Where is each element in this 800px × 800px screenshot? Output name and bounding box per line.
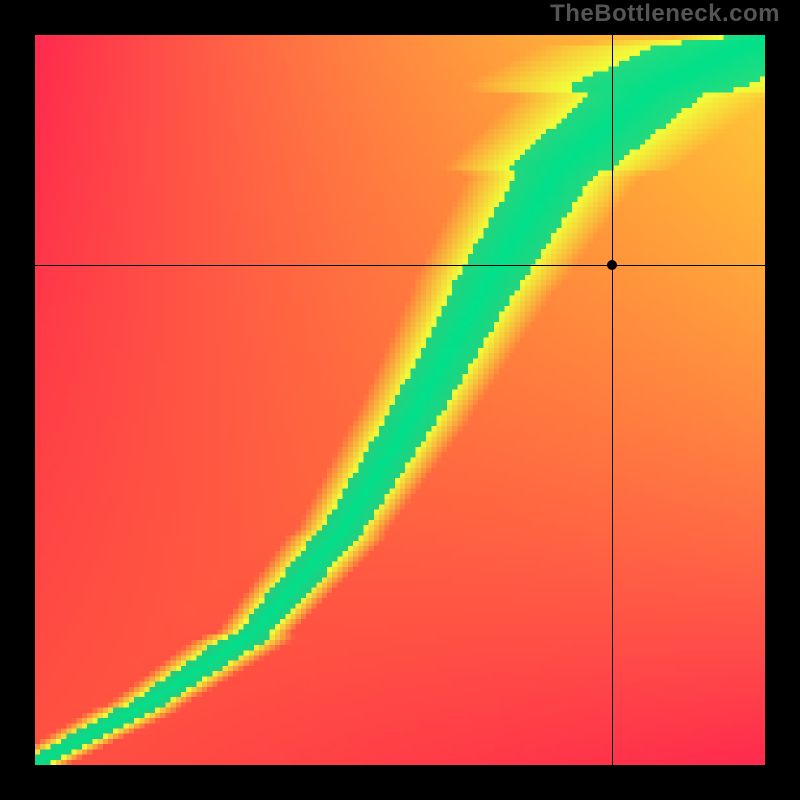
watermark-text: TheBottleneck.com [550,0,780,28]
heatmap-canvas [35,35,765,765]
crosshair-vertical [612,35,613,765]
chart-frame: TheBottleneck.com [0,0,800,800]
crosshair-horizontal [35,265,765,266]
crosshair-marker [607,260,617,270]
plot-area [35,35,765,765]
